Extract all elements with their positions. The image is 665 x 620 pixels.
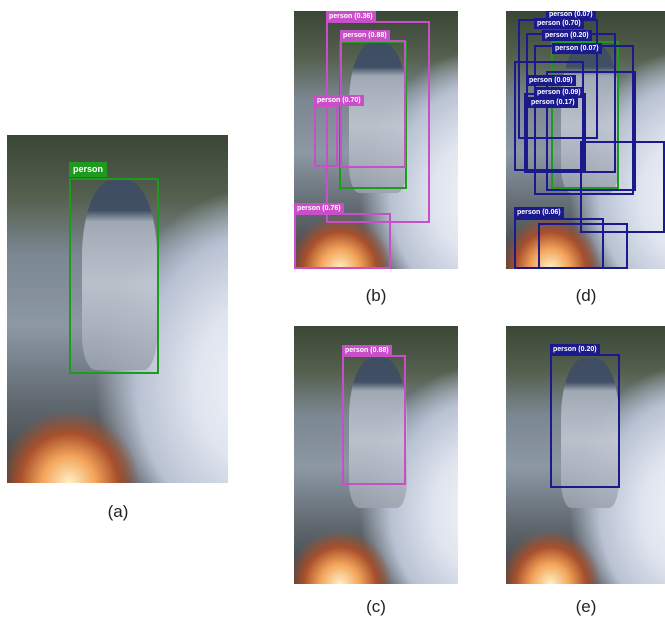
pedestrian-figure: [561, 43, 619, 193]
detection-label: person (0.76): [294, 203, 344, 214]
caption-e: (e): [575, 597, 597, 616]
caption-a: (a): [107, 502, 129, 521]
ground-truth-box: [69, 178, 159, 374]
detection-label: person (0.06): [514, 207, 564, 218]
panel-b-image: person (0.36) person (0.88) person (0.70…: [294, 11, 458, 269]
box-label: person: [69, 162, 108, 177]
panel-d-image: person (0.07) person (0.70) person (0.20…: [506, 11, 665, 269]
ground-truth-box: [551, 41, 619, 189]
detection-label: person (0.17): [528, 97, 578, 108]
detection-label: person (0.70): [534, 18, 584, 29]
detection-label: person (0.20): [542, 30, 592, 41]
detection-box: [342, 355, 406, 485]
panel-a-image: person: [7, 135, 228, 483]
detection-label: person (0.70): [314, 95, 364, 106]
detection-box: [514, 61, 584, 171]
caption-b: (b): [365, 286, 387, 305]
panel-c-image: person (0.88): [294, 326, 458, 584]
detection-label: person (0.09): [526, 75, 576, 86]
detection-box: [538, 223, 628, 269]
detection-label: person (0.88): [342, 345, 392, 356]
detection-box: [580, 141, 665, 233]
panel-e-image: person (0.20): [506, 326, 665, 584]
detection-box: [294, 213, 391, 269]
detection-label: person (0.07): [552, 43, 602, 54]
detection-box: [546, 71, 636, 191]
detection-label: person (0.36): [326, 11, 376, 22]
caption-d: (d): [575, 286, 597, 305]
caption-c: (c): [366, 597, 386, 616]
detection-box: [314, 105, 338, 167]
detection-box: [550, 354, 620, 488]
pedestrian-figure: [561, 358, 619, 508]
detection-label: person (0.20): [550, 344, 600, 355]
detection-label: person (0.09): [534, 87, 584, 98]
detection-label: person (0.88): [340, 30, 390, 41]
detection-label: person (0.07): [546, 11, 596, 20]
pedestrian-figure: [349, 43, 407, 193]
detection-box: [326, 21, 430, 223]
pedestrian-figure: [82, 180, 157, 370]
